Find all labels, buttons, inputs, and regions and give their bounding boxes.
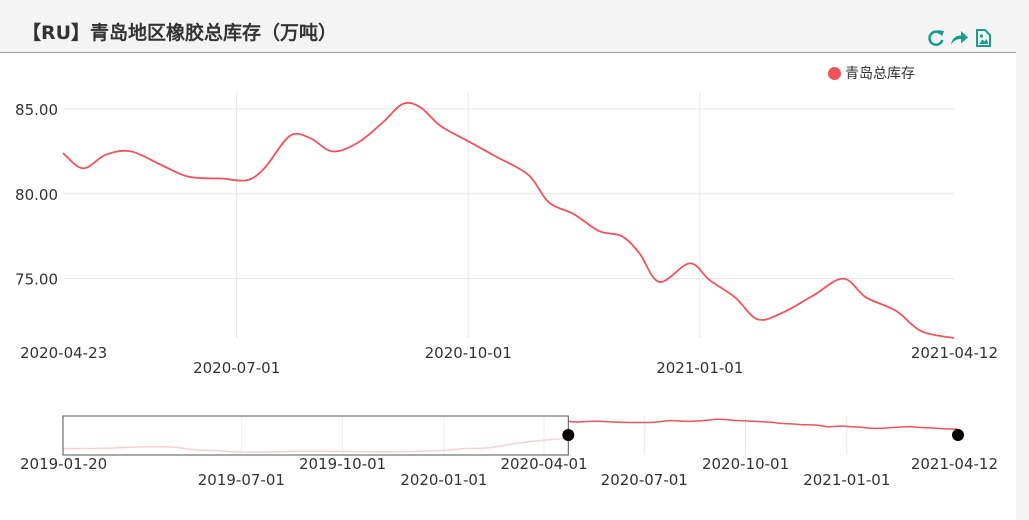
navigator[interactable]: 2019-01-20 2019-07-01 2019-10-01 2020-01-01… [20,415,998,489]
navigator-tick-label: 2021-01-01 [803,471,890,489]
navigator-selected-line [568,418,959,430]
x-tick-label: 2021-04-12 [911,344,998,362]
legend-label: 青岛总库存 [845,66,915,82]
x-tick-label: 2020-07-01 [193,359,280,377]
x-axis: 2020-04-23 2020-07-01 2020-10-01 2021-01-01… [20,344,998,377]
navigator-tick-label: 2020-07-01 [601,471,688,489]
navigator-tick-label: 2019-10-01 [299,455,386,473]
navigator-tick-label: 2020-10-01 [702,455,789,473]
chart-header: 【RU】青岛地区橡胶总库存（万吨） [0,0,1016,53]
navigator-tick-label: 2021-04-12 [911,455,998,473]
y-axis: 75.00 80.00 85.00 [15,101,58,289]
series-layer [62,101,955,339]
series-line [62,101,955,339]
grid-lines [63,92,954,338]
navigator-handle[interactable] [958,429,964,441]
y-tick-label: 75.00 [15,271,58,289]
x-tick-label: 2021-01-01 [656,359,743,377]
navigator-tick-label: 2019-07-01 [198,471,285,489]
navigator-handle[interactable] [562,429,569,441]
navigator-unselected-line [62,437,569,453]
navigator-tick-label: 2020-01-01 [400,471,487,489]
legend-item[interactable]: 青岛总库存 [828,63,915,83]
x-tick-label: 2020-10-01 [425,344,512,362]
navigator-tick-label: 2020-04-01 [500,455,587,473]
navigator-handle[interactable] [568,429,575,441]
x-tick-label: 2020-04-23 [20,344,107,362]
legend-marker [828,66,841,80]
y-tick-label: 85.00 [15,101,58,119]
refresh-icon[interactable] [926,28,946,48]
y-tick-label: 80.00 [15,186,58,204]
navigator-tick-label: 2019-01-20 [20,455,107,473]
navigator-handle[interactable] [952,429,958,441]
share-icon[interactable] [949,28,969,48]
navigator-unselected-area[interactable] [62,415,569,456]
chart-title: 【RU】青岛地区橡胶总库存（万吨） [22,22,338,44]
save-image-icon[interactable] [973,28,993,48]
